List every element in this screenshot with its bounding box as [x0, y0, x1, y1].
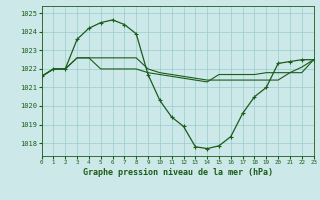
X-axis label: Graphe pression niveau de la mer (hPa): Graphe pression niveau de la mer (hPa): [83, 168, 273, 177]
